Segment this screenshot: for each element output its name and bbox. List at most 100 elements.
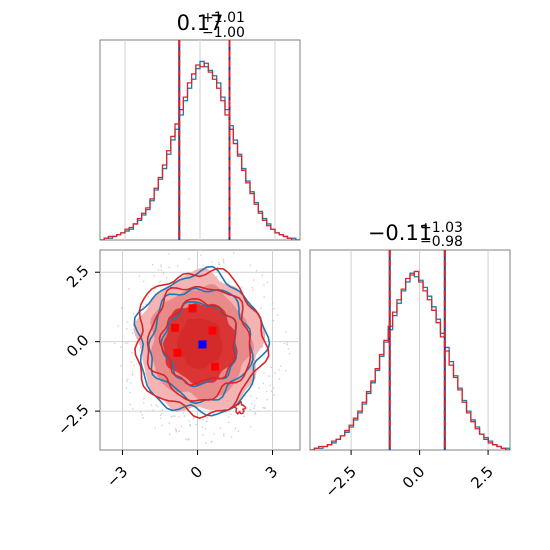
scatter-point [211, 260, 213, 263]
scatter-point [132, 313, 135, 315]
scatter-point [240, 286, 243, 289]
scatter-point [201, 434, 204, 436]
hist-panel-2: −0.11 +1.03 −0.98 −2.5 0.0 2.5 [309, 220, 511, 501]
scatter-point [168, 253, 170, 255]
scatter-point [268, 375, 271, 377]
scatter-point [165, 276, 168, 279]
scatter-point [147, 295, 150, 298]
scatter-point [160, 264, 162, 266]
scatter-point [232, 252, 235, 254]
scatter-point [161, 409, 164, 411]
scatter-point [228, 282, 230, 284]
histogram-series-2 [100, 62, 300, 240]
x-tick-label: 3 [262, 463, 281, 482]
scatter-point [268, 346, 271, 349]
blue-marker [198, 340, 207, 349]
scatter-point [260, 307, 262, 310]
y-tick-label: −2.5 [54, 401, 92, 439]
scatter-point [210, 441, 213, 443]
hist-1-title-value: 0.17 [177, 11, 224, 35]
scatter-point [249, 264, 252, 266]
scatter-point [124, 342, 127, 344]
hist-2-x-ticks: −2.5 0.0 2.5 [321, 450, 497, 501]
y-tick-label: 2.5 [63, 262, 93, 292]
scatter-point [223, 433, 225, 435]
scatter-point [157, 269, 160, 271]
scatter-point [143, 397, 145, 400]
contour-outlier [233, 400, 247, 415]
scatter-point [160, 413, 163, 415]
scatter-point [152, 290, 155, 292]
scatter-point [150, 404, 153, 406]
scatter-point [180, 425, 183, 428]
scatter-point [249, 408, 252, 411]
red-marker [208, 326, 217, 335]
scatter-point [272, 386, 275, 389]
scatter-point [178, 416, 180, 418]
contour-line-series-a [133, 265, 271, 417]
scatter-point [154, 287, 157, 290]
hist-2-grid [350, 250, 489, 450]
scatter-point [113, 342, 116, 345]
scatter-point [183, 415, 186, 417]
scatter-point [284, 331, 287, 333]
scatter-point [237, 430, 240, 432]
scatter-point [132, 408, 134, 410]
scatter-point [159, 414, 162, 417]
scatter-point [276, 314, 279, 316]
scatter-point [272, 302, 274, 304]
scatter-point [243, 415, 245, 417]
hist-1-quantile-lines [178, 40, 231, 240]
scatter-point [266, 281, 268, 284]
red-marker [171, 323, 179, 332]
scatter-point [126, 342, 129, 344]
x-tick-label: 0.0 [399, 463, 429, 493]
scatter-point [279, 365, 282, 367]
scatter-point [263, 296, 265, 298]
scatter-point [142, 417, 144, 419]
scatter-point [173, 415, 176, 417]
scatter-point [153, 275, 156, 277]
hist-1-steps [100, 60, 300, 240]
x-tick-label: 0 [187, 463, 206, 482]
scatter-point [117, 325, 120, 327]
scatter-point [286, 343, 289, 346]
scatter-point [266, 398, 269, 401]
scatter-point [261, 274, 264, 276]
hist-1-title-sup: +1.01 [202, 10, 245, 26]
scatter-point [252, 289, 254, 291]
scatter-point [131, 371, 134, 373]
contour-line-series-b [134, 267, 270, 419]
scatter-point [261, 345, 264, 347]
scatter-point [130, 361, 133, 363]
x-tick-label: 2.5 [467, 463, 497, 493]
scatter-point [140, 312, 142, 314]
scatter-point [270, 366, 273, 369]
contour-line-series-a [147, 287, 254, 405]
scatter-point [258, 387, 260, 389]
scatter-point [161, 424, 163, 427]
scatter-point [168, 422, 170, 424]
red-marker [211, 362, 219, 371]
scatter-point [230, 413, 232, 415]
scatter-point [278, 369, 281, 371]
scatter-point [138, 349, 141, 352]
scatter-point [270, 390, 273, 392]
scatter-point [288, 352, 291, 355]
contour-markers [171, 304, 219, 371]
hist-2-title-sup: +1.03 [420, 220, 463, 236]
scatter-point [138, 275, 141, 277]
scatter-point [262, 382, 265, 385]
scatter-point [263, 372, 265, 374]
scatter-point [143, 280, 145, 283]
scatter-point [253, 279, 255, 281]
scatter-point [195, 423, 197, 426]
scatter-point [285, 369, 287, 372]
scatter-point [185, 438, 187, 441]
scatter-point [223, 261, 225, 264]
scatter-point [170, 416, 173, 418]
scatter-point [129, 391, 131, 394]
scatter-point [162, 272, 165, 275]
scatter-point [201, 425, 204, 428]
